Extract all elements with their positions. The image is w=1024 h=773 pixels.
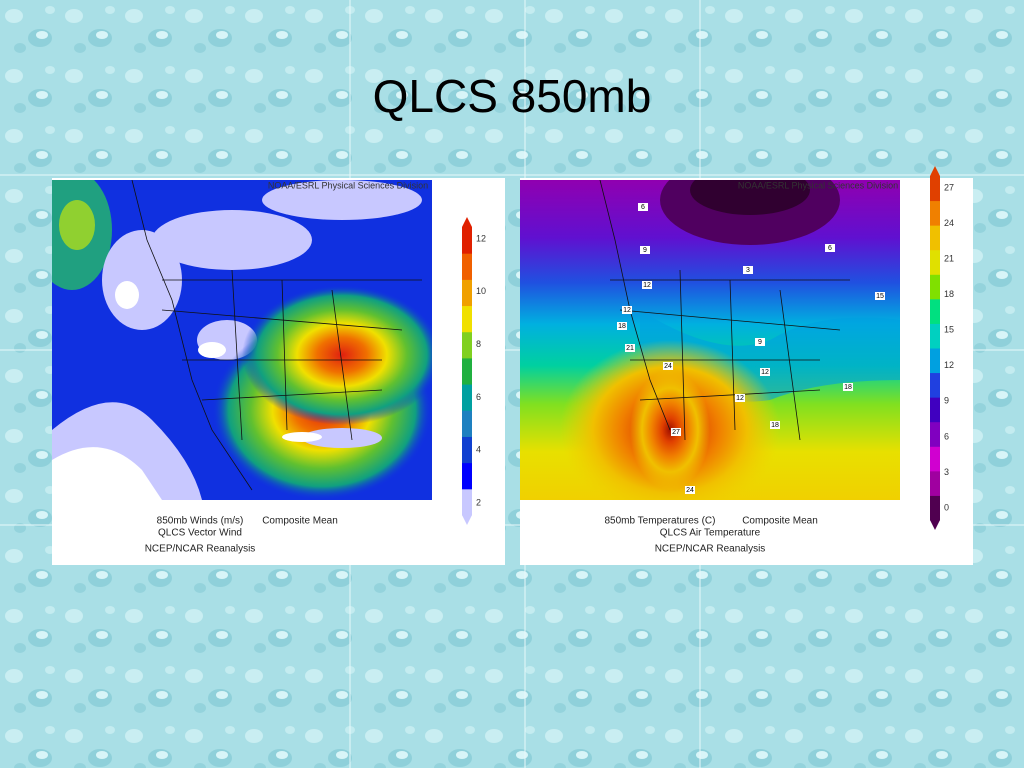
caption: NCEP/NCAR Reanalysis <box>145 544 256 555</box>
wind-map <box>52 180 432 500</box>
caption: 850mb Temperatures (C) <box>605 516 716 527</box>
contour-label: 12 <box>623 307 631 314</box>
colorbar-tip <box>930 166 940 176</box>
colorbar-segment <box>930 176 940 202</box>
contour-label: 9 <box>643 247 647 254</box>
contour-label-box <box>617 322 627 330</box>
colorbar-segment <box>462 436 472 464</box>
caption: Composite Mean <box>742 516 818 527</box>
contour-label: 9 <box>758 339 762 346</box>
wind-panel: NOAA/ESRL Physical Sciences Division 2 4 6… <box>52 178 505 565</box>
colorbar-segment <box>930 397 940 423</box>
colorbar-tick-label: 6 <box>944 431 949 441</box>
contour-label-box <box>685 486 695 494</box>
contour-labels: 6 6 9 3 12 15 12 18 21 9 24 12 18 12 18 27 24 <box>617 203 885 494</box>
contour-label-box <box>735 394 745 402</box>
colorbar-segment <box>930 372 940 398</box>
colorbar-segment <box>462 305 472 333</box>
colorbar-segment <box>462 331 472 359</box>
contour-label-box <box>825 244 835 252</box>
colorbar-segment <box>930 298 940 324</box>
colorbar: 0 3 6 9 12 15 18 21 24 27 <box>930 166 954 530</box>
contour-label: 24 <box>664 363 672 370</box>
caption: QLCS Vector Wind <box>158 528 242 539</box>
colorbar-segment <box>462 253 472 280</box>
contour-label: 27 <box>672 429 680 436</box>
contour-label-box <box>671 428 681 436</box>
colorbar-segment <box>462 279 472 307</box>
colorbar-segment <box>930 446 940 472</box>
colorbar-segment <box>462 384 472 411</box>
colorbar-tick-label: 27 <box>944 182 954 192</box>
colorbar-tick-label: 12 <box>476 233 486 243</box>
colorbar-tick-label: 8 <box>476 339 481 349</box>
colorbar-segment <box>930 274 940 300</box>
colorbar-segment <box>462 410 472 437</box>
colorbar-tick-label: 24 <box>944 218 954 228</box>
colorbar-segment <box>930 323 940 349</box>
colorbar-segment <box>930 495 940 521</box>
contour-label: 12 <box>736 395 744 402</box>
colorbar-segment <box>930 470 940 496</box>
colorbar-segment <box>930 225 940 251</box>
credit: NOAA/ESRL Physical Sciences Division <box>738 180 898 190</box>
contour-label-box <box>755 338 765 346</box>
temperature-map <box>520 180 900 500</box>
contour-label-box <box>622 306 632 314</box>
caption: 850mb Winds (m/s) <box>157 516 244 527</box>
slide-title: QLCS 850mb <box>373 70 652 122</box>
colorbar-tick-label: 9 <box>944 396 949 406</box>
contour-label: 21 <box>626 345 634 352</box>
colorbar-segment <box>930 421 940 447</box>
colorbar-segment <box>930 249 940 275</box>
caption: NCEP/NCAR Reanalysis <box>655 544 766 555</box>
colorbar-tip <box>462 217 472 227</box>
contour-label: 18 <box>618 323 626 330</box>
contour-label: 6 <box>828 245 832 252</box>
contour-label-box <box>760 368 770 376</box>
contour-label: 18 <box>771 422 779 429</box>
contour-label-box <box>875 292 885 300</box>
contour-label: 24 <box>686 487 694 494</box>
contour-label: 18 <box>844 384 852 391</box>
contour-label-box <box>663 362 673 370</box>
colorbar-tick-label: 3 <box>944 467 949 477</box>
colorbar-tick-label: 4 <box>476 445 481 455</box>
colorbar-tick-label: 10 <box>476 286 486 296</box>
contour-label-box <box>743 266 753 274</box>
colorbar-tip <box>930 520 940 530</box>
colorbar-tick-label: 2 <box>476 497 481 507</box>
contour-label: 12 <box>643 282 651 289</box>
contour-label-box <box>638 203 648 211</box>
contour-label-box <box>640 246 650 254</box>
colorbar-segment <box>462 227 472 254</box>
colorbar-segment <box>462 462 472 490</box>
colorbar-segment <box>930 200 940 226</box>
colorbar-tick-label: 12 <box>944 360 954 370</box>
colorbar-tick-label: 15 <box>944 325 954 335</box>
temperature-panel: 6 6 9 3 12 15 12 18 21 9 24 12 18 12 18 27 24 NOAA/ESRL … <box>520 166 973 565</box>
colorbar-tick-label: 6 <box>476 392 481 402</box>
contour-label-box <box>625 344 635 352</box>
contour-label: 3 <box>746 267 750 274</box>
contour-label: 12 <box>761 369 769 376</box>
colorbar-segment <box>930 348 940 374</box>
colorbar-segment <box>462 357 472 385</box>
contour-label-box <box>642 281 652 289</box>
colorbar-tick-label: 18 <box>944 289 954 299</box>
colorbar: 2 4 6 8 10 12 <box>462 217 486 525</box>
contour-label: 15 <box>876 293 884 300</box>
contour-label-box <box>770 421 780 429</box>
caption: Composite Mean <box>262 516 338 527</box>
credit: NOAA/ESRL Physical Sciences Division <box>268 180 428 190</box>
colorbar-tip <box>462 515 472 525</box>
colorbar-tick-label: 21 <box>944 253 954 263</box>
contour-label-box <box>843 383 853 391</box>
colorbar-tick-label: 0 <box>944 502 949 512</box>
colorbar-segment <box>462 488 472 516</box>
contour-label: 6 <box>641 204 645 211</box>
caption: QLCS Air Temperature <box>660 528 761 539</box>
